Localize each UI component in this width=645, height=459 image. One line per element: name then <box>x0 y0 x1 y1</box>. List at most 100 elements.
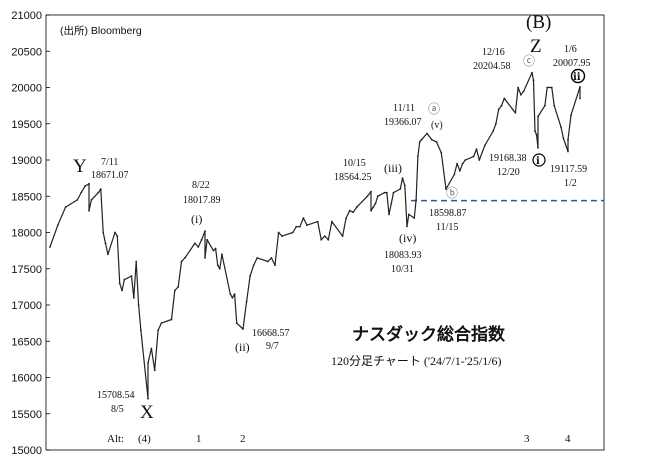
price-point <box>544 104 546 107</box>
wave-label-ii: (ii) <box>235 340 250 354</box>
price-point <box>102 231 105 234</box>
price-point <box>114 231 116 234</box>
price-point <box>483 144 486 147</box>
price-point <box>472 155 475 158</box>
annotation-value-ii: 16668.57 <box>252 328 290 339</box>
price-point <box>214 247 217 250</box>
price-point <box>537 146 539 149</box>
price-point <box>341 235 344 238</box>
price-point <box>430 138 433 141</box>
price-point <box>348 209 351 212</box>
price-point <box>517 86 519 89</box>
price-point <box>252 264 255 266</box>
annotation-date-b: 11/15 <box>436 222 458 233</box>
price-point <box>514 112 517 114</box>
y-tick-label: 20000 <box>11 83 42 95</box>
price-point <box>130 275 133 277</box>
y-tick-label: 20500 <box>11 46 42 58</box>
price-point <box>277 231 280 234</box>
price-point <box>267 260 269 263</box>
price-point <box>204 257 206 259</box>
price-point <box>177 286 180 288</box>
price-point <box>299 225 301 228</box>
price-point <box>147 362 149 364</box>
annotation-date-c: 12/16 <box>482 47 505 58</box>
price-point <box>84 185 86 188</box>
price-point <box>534 130 536 132</box>
price-point <box>150 347 153 350</box>
price-point <box>123 278 126 281</box>
price-point <box>218 267 221 270</box>
price-point <box>316 220 319 223</box>
price-point <box>366 195 369 198</box>
price-point <box>270 257 273 259</box>
wave-label-a: ⓐ <box>428 102 440 116</box>
price-point <box>323 235 326 238</box>
y-tick-label: 16000 <box>11 373 42 385</box>
price-point <box>435 141 438 143</box>
price-point <box>385 191 388 194</box>
price-point <box>180 260 183 263</box>
price-point <box>345 217 347 219</box>
annotation-value-c: 20204.58 <box>473 61 511 72</box>
price-point <box>302 217 305 219</box>
annotation-value-circ-ii: 20007.95 <box>553 58 591 69</box>
price-point <box>560 126 562 129</box>
price-point <box>406 225 408 228</box>
price-line <box>49 72 581 400</box>
price-point <box>104 242 107 245</box>
price-point <box>546 86 549 89</box>
y-tick-label: 15500 <box>11 409 42 421</box>
price-point <box>522 90 525 92</box>
price-point <box>235 322 238 324</box>
price-series <box>49 71 581 400</box>
price-point <box>579 97 581 100</box>
price-point <box>49 246 51 248</box>
price-point <box>388 213 390 216</box>
price-point <box>372 206 375 209</box>
price-point <box>392 191 395 194</box>
price-point <box>229 293 232 295</box>
price-point <box>320 238 323 241</box>
price-point <box>535 133 538 136</box>
price-point <box>532 79 535 82</box>
price-point <box>331 220 333 223</box>
alt-count-label-2: 2 <box>240 433 246 445</box>
annotation-date-iv: 10/31 <box>391 264 414 275</box>
price-point <box>118 282 121 285</box>
price-point <box>231 296 234 299</box>
annotation-date-i: 8/22 <box>192 180 210 191</box>
wave-label-y: Y <box>73 156 87 177</box>
wave-label-z: Z <box>530 36 542 57</box>
price-point <box>204 230 206 233</box>
source-note: (出所) Bloomberg <box>60 24 142 37</box>
price-point <box>140 329 142 332</box>
annotation-value-x: 15708.54 <box>97 390 135 401</box>
wave-label-i: (i) <box>191 212 202 226</box>
annotation-date-circ-ii: 1/6 <box>564 44 577 55</box>
price-point <box>291 231 294 234</box>
wave-label-circ-ii: ⅱ <box>573 72 581 83</box>
y-tick-label: 17500 <box>11 264 42 276</box>
price-point <box>370 190 372 193</box>
price-point <box>500 104 503 107</box>
wave-label-big-b: (B) <box>526 12 551 33</box>
price-point <box>417 155 419 158</box>
annotation-date-0102: 1/2 <box>564 178 577 189</box>
annotation-value-0102: 19117.59 <box>550 164 587 175</box>
y-tick-label: 19000 <box>11 155 42 167</box>
price-point <box>121 289 123 292</box>
price-point <box>355 206 358 209</box>
price-point <box>99 188 102 190</box>
price-point <box>562 137 565 140</box>
annotation-value-b: 18598.87 <box>429 208 467 219</box>
price-point <box>459 170 461 172</box>
price-point <box>173 289 176 292</box>
price-point <box>478 159 481 161</box>
annotation-value-i: 18017.89 <box>183 195 221 206</box>
price-point <box>520 93 522 96</box>
price-point <box>426 132 428 135</box>
price-point <box>64 206 67 209</box>
y-axis: 15000 15500 16000 16500 17000 17500 18000 18500… <box>11 10 50 457</box>
